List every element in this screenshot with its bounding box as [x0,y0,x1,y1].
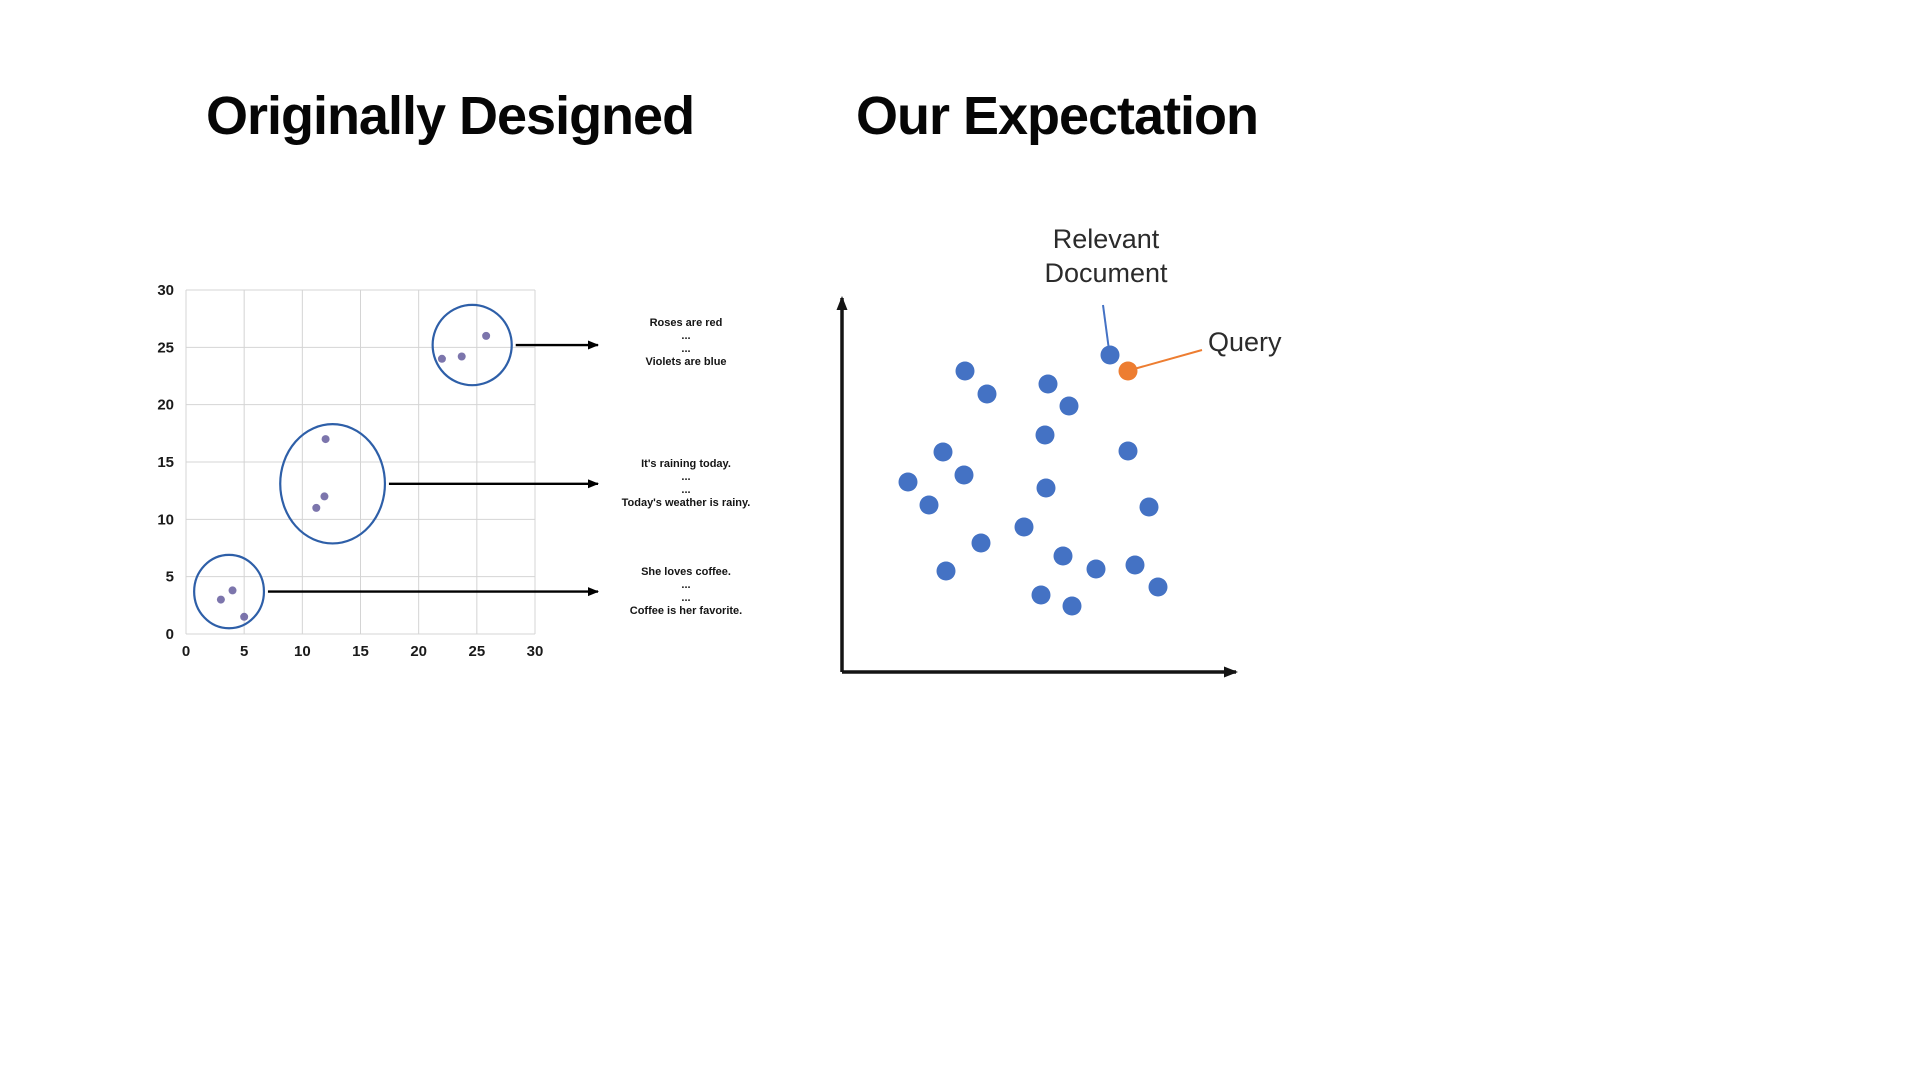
relevant-connector-line [1102,304,1110,351]
annotation-weather: It's raining today. ... ... Today's weat… [600,458,772,510]
relevant-document-label-line: Document [1044,258,1168,288]
document-dot [919,495,939,515]
annotation-line: ... [681,484,691,496]
y-axis-tick-label: 30 [157,282,174,299]
annotation-line: Coffee is her favorite. [629,605,743,617]
y-axis-tick-label: 15 [157,454,174,471]
x-axis-tick-label: 0 [182,643,190,660]
relevant-document-dot [1100,345,1120,365]
x-axis-tick-label: 15 [352,643,369,660]
document-dot [1062,596,1082,616]
annotation-line: ... [681,343,691,355]
document-dot [1031,585,1051,605]
scatter-point [240,612,249,621]
relevant-document-label-line: Relevant [1052,224,1160,254]
scatter-point [228,586,237,595]
scatter-point [216,595,225,604]
document-dot [1035,425,1055,445]
document-dot [898,472,918,492]
document-dot [1038,374,1058,394]
document-dot [1118,441,1138,461]
document-dot [977,384,997,404]
scatter-point [320,492,329,501]
document-dot [1125,555,1145,575]
annotation-line: ... [681,471,691,483]
document-dot [1086,559,1106,579]
document-dot [1053,546,1073,566]
annotation-line: Violets are blue [645,356,727,368]
our-expectation-chart [836,296,1238,678]
cluster-circle [279,423,387,545]
document-dot [1014,517,1034,537]
originally-designed-chart: 0 5 10 15 20 25 30 0 5 10 15 20 25 30 [157,282,599,660]
document-dot [933,442,953,462]
annotation-line: ... [681,579,691,591]
cluster-circle [431,303,513,387]
scatter-point [321,435,330,444]
scatter-point [457,352,466,361]
y-axis-tick-label: 10 [157,511,174,528]
cluster-circle [193,553,266,630]
scatter-point [482,331,491,340]
document-dot [1139,497,1159,517]
scatter-point [312,503,321,512]
x-axis-tick-label: 30 [527,643,544,660]
right-panel-title: Our Expectation [855,86,1259,146]
document-dot [1036,478,1056,498]
y-axis-tick-label: 5 [166,569,174,586]
annotation-line: Roses are red [649,317,723,329]
x-axis-tick-label: 25 [468,643,485,660]
document-dot [1148,577,1168,597]
relevant-document-label: Relevant Document [1006,222,1206,290]
y-axis-tick-label: 20 [157,397,174,414]
query-dot [1118,361,1138,381]
document-dot [954,465,974,485]
x-axis-tick-label: 20 [410,643,427,660]
annotation-poem: Roses are red ... ... Violets are blue [600,317,772,369]
y-axis-tick-label: 25 [157,339,174,356]
document-dot [1059,396,1079,416]
annotation-line: ... [681,592,691,604]
x-axis-tick-label: 5 [240,643,248,660]
annotation-line: Today's weather is rainy. [621,497,751,509]
document-dot [955,361,975,381]
document-dot [971,533,991,553]
annotation-coffee: She loves coffee. ... ... Coffee is her … [600,566,772,618]
x-axis-tick-label: 10 [294,643,311,660]
annotation-line: ... [681,330,691,342]
left-panel-title: Originally Designed [205,86,695,146]
annotation-line: It's raining today. [641,458,731,470]
annotation-line: She loves coffee. [641,566,731,578]
query-connector-line [1133,349,1203,370]
query-label: Query [1208,327,1282,357]
document-dot [936,561,956,581]
scatter-point [437,354,446,363]
y-axis-tick-label: 0 [166,626,174,643]
